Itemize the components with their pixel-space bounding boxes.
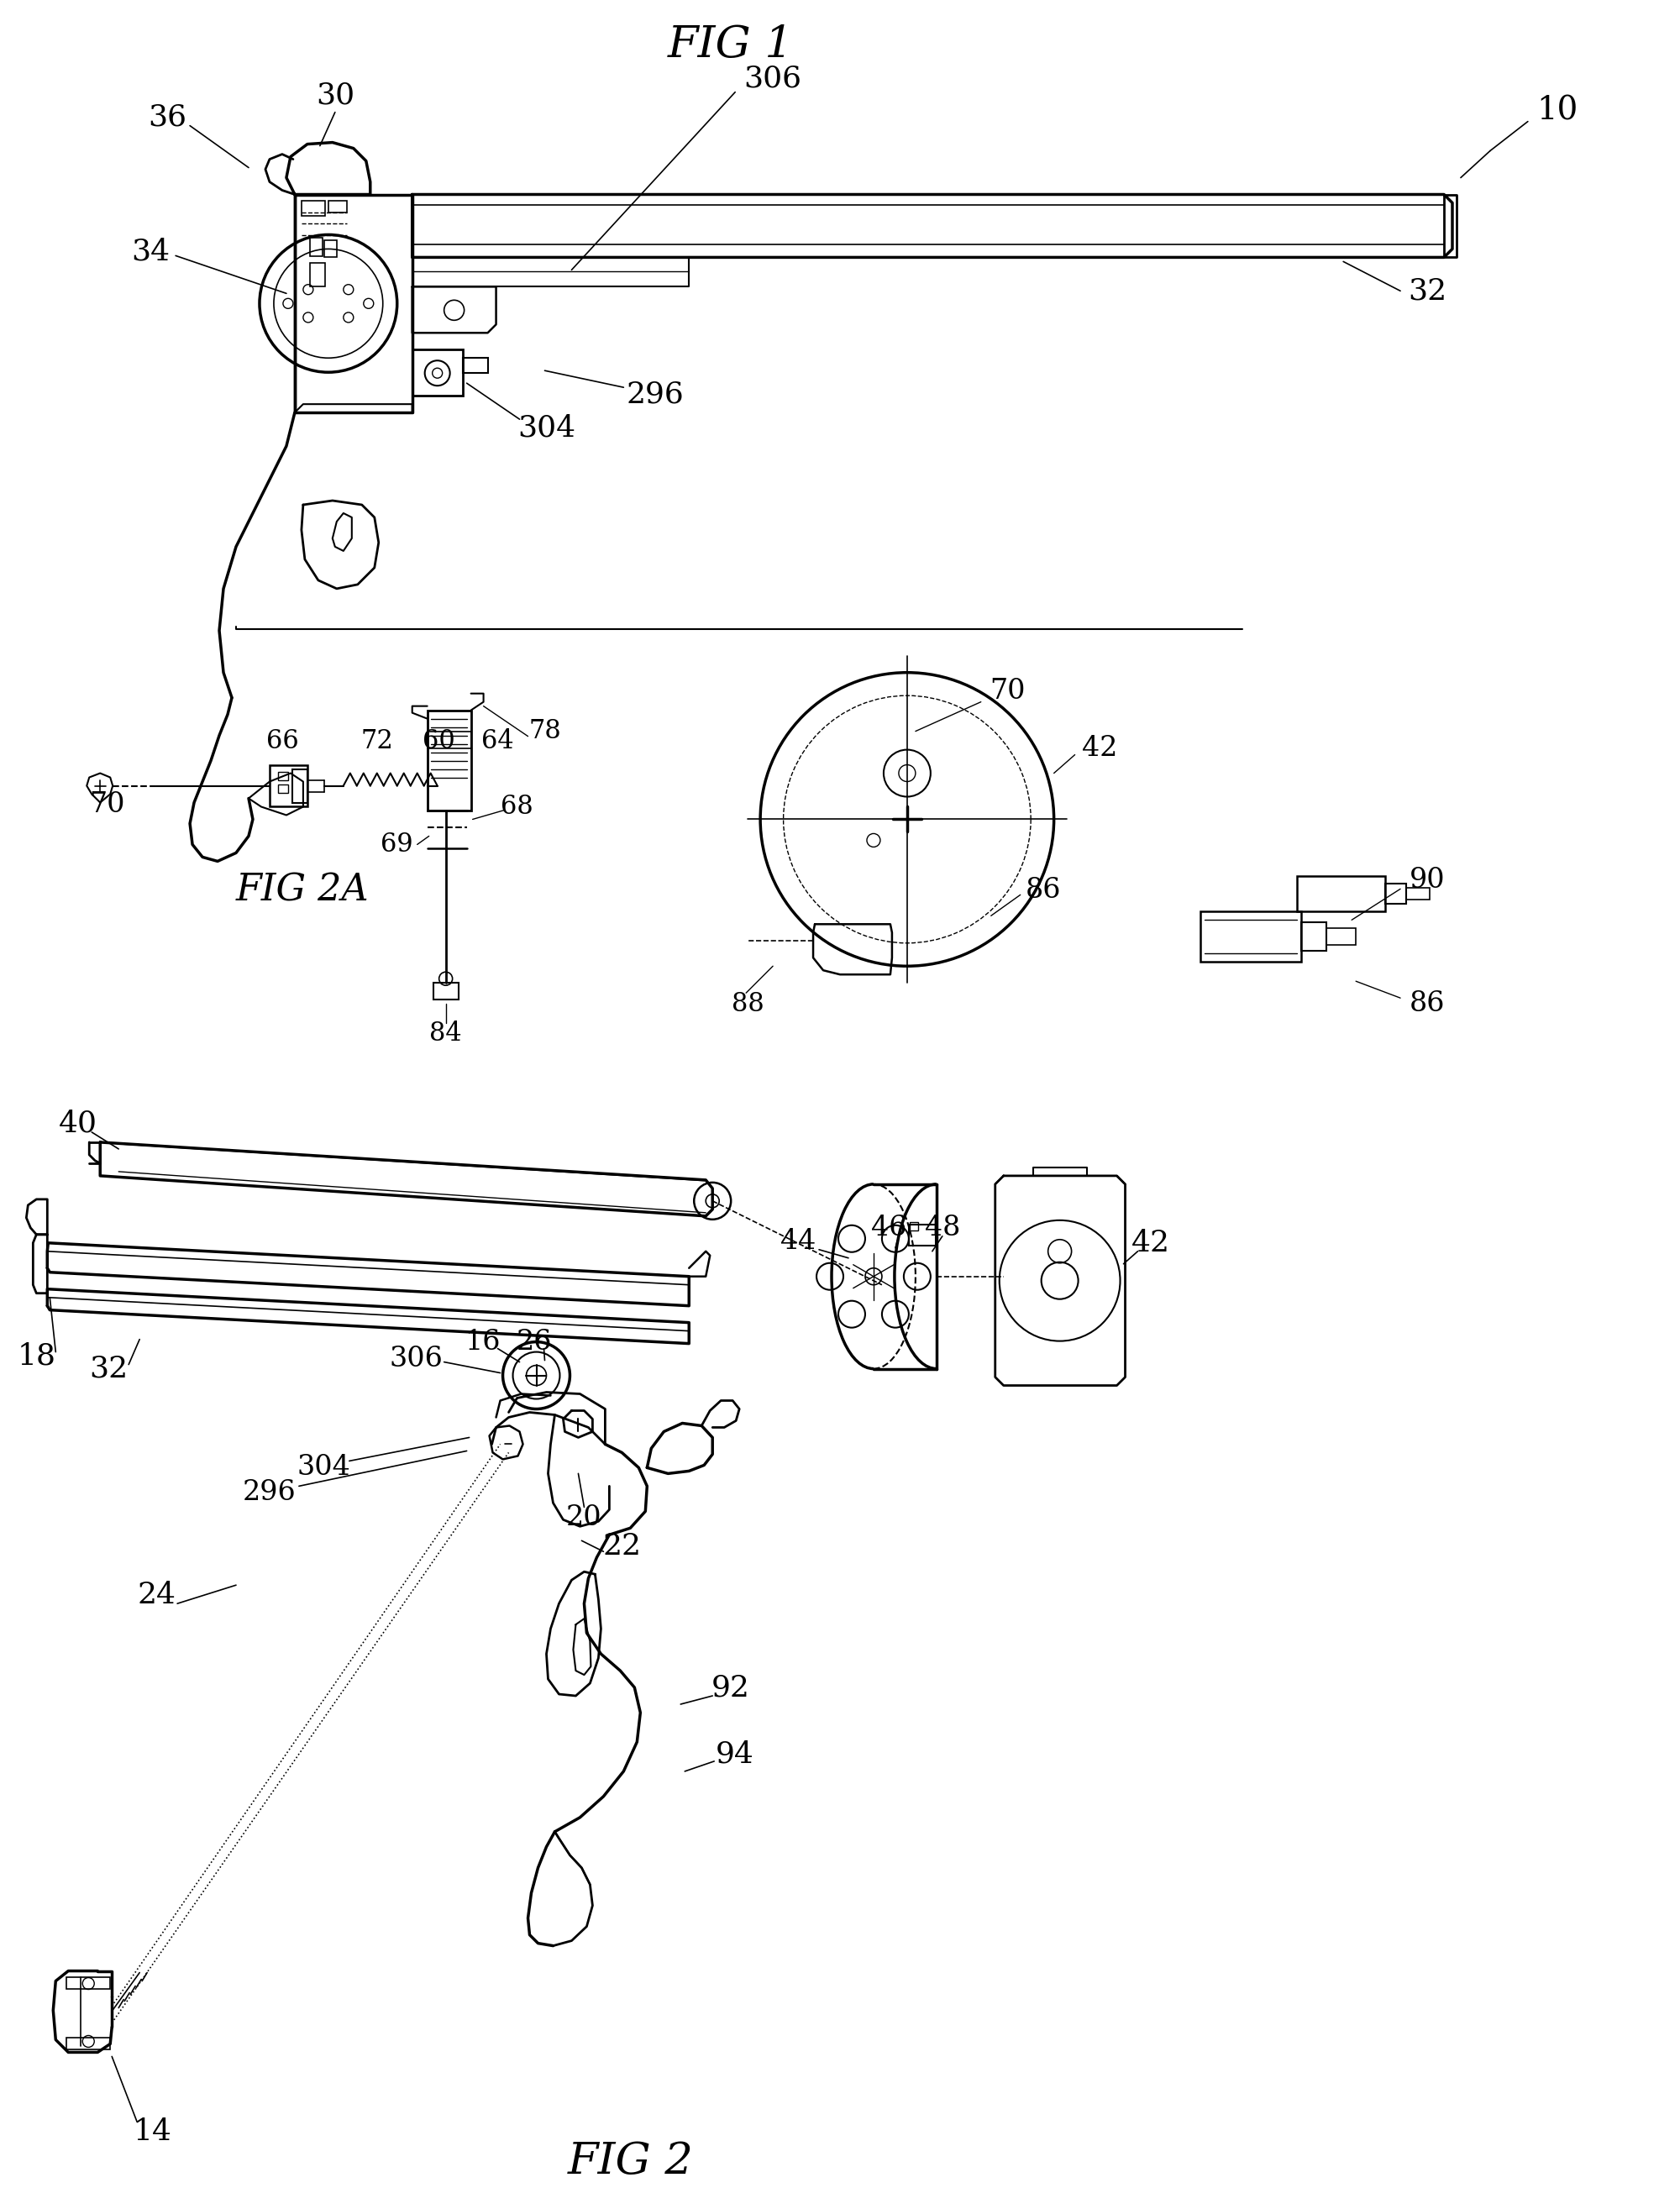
Text: FIG 2A: FIG 2A (235, 873, 370, 908)
Bar (1386, 884, 1406, 903)
Bar (269, 764, 307, 806)
Text: 34: 34 (131, 236, 170, 265)
Bar (1297, 877, 1386, 912)
Text: 72: 72 (361, 729, 393, 753)
Text: 88: 88 (731, 992, 764, 1016)
Bar (433, 983, 459, 1001)
Bar (412, 349, 462, 395)
Bar (1327, 928, 1356, 945)
Text: 24: 24 (138, 1582, 176, 1610)
Text: 42: 42 (1131, 1228, 1169, 1257)
Text: 70: 70 (89, 791, 126, 820)
Text: 36: 36 (148, 104, 186, 133)
Text: 40: 40 (59, 1109, 97, 1138)
Text: 94: 94 (716, 1741, 754, 1769)
Text: 306: 306 (390, 1345, 444, 1372)
Text: 68: 68 (501, 793, 533, 820)
Text: 86: 86 (1410, 990, 1445, 1018)
Text: 84: 84 (430, 1021, 462, 1047)
Bar (67, 2039, 111, 2050)
Bar (324, 241, 336, 258)
Bar (427, 731, 470, 749)
Text: 16: 16 (465, 1328, 501, 1356)
Text: 22: 22 (603, 1533, 642, 1562)
Text: 32: 32 (1408, 276, 1446, 305)
Text: 26: 26 (516, 1328, 551, 1356)
Bar (292, 769, 307, 802)
Text: 42: 42 (1082, 736, 1117, 762)
Text: 20: 20 (566, 1504, 601, 1531)
Text: 44: 44 (780, 1228, 816, 1255)
Text: 92: 92 (712, 1672, 751, 1701)
Text: 296: 296 (627, 380, 684, 409)
Bar (427, 711, 470, 811)
Text: 304: 304 (297, 1454, 351, 1480)
Text: 304: 304 (517, 413, 576, 442)
Text: 18: 18 (17, 1341, 55, 1370)
Text: 30: 30 (316, 82, 354, 110)
Text: 32: 32 (89, 1354, 128, 1383)
Bar (67, 1977, 111, 1988)
Text: 66: 66 (265, 729, 299, 753)
Bar (309, 263, 324, 287)
Text: 46: 46 (870, 1215, 907, 1241)
Text: 69: 69 (381, 831, 413, 857)
Text: 296: 296 (244, 1480, 296, 1507)
Bar (277, 771, 287, 780)
Text: 64: 64 (482, 729, 514, 753)
Bar (277, 784, 287, 793)
Bar (309, 239, 323, 256)
Bar (328, 201, 346, 212)
Bar (1406, 888, 1430, 899)
Text: 48: 48 (924, 1215, 961, 1241)
Text: 86: 86 (1025, 877, 1060, 903)
Bar (1201, 912, 1302, 961)
Bar (462, 358, 487, 373)
Text: FIG 1: FIG 1 (669, 24, 795, 66)
Bar (1302, 923, 1327, 952)
Bar (909, 1224, 936, 1246)
Bar (909, 1222, 917, 1230)
Text: 90: 90 (1410, 868, 1445, 895)
Text: 78: 78 (529, 718, 561, 744)
Text: 70: 70 (990, 678, 1025, 705)
Text: 14: 14 (133, 2118, 171, 2147)
Text: 60: 60 (423, 729, 455, 753)
Text: 306: 306 (744, 64, 801, 93)
Text: FIG 2: FIG 2 (568, 2141, 694, 2182)
Bar (301, 201, 324, 216)
Text: 10: 10 (1537, 95, 1578, 126)
